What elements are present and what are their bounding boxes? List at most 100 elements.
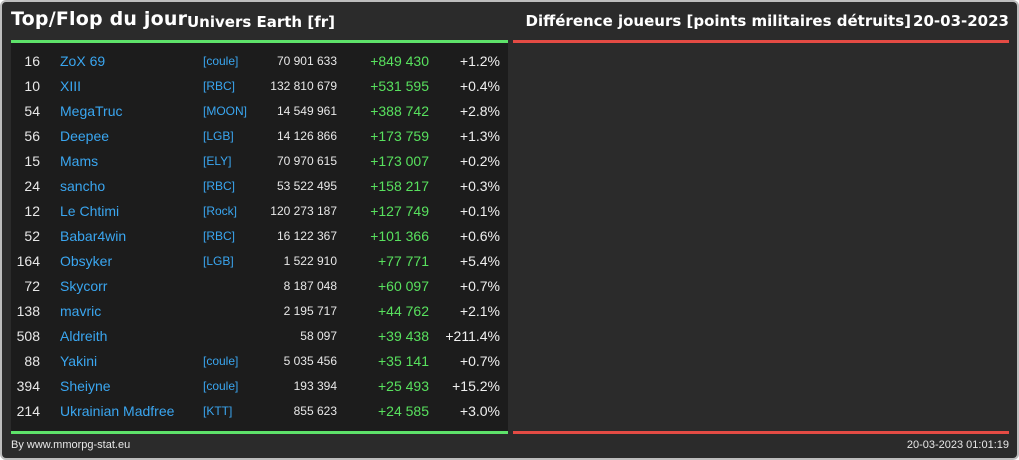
- player-rank: 10: [24, 78, 40, 94]
- player-name-link[interactable]: ZoX 69: [60, 53, 106, 69]
- percent-change: +1.2%: [459, 53, 500, 69]
- player-name-link[interactable]: Mams: [60, 153, 99, 169]
- player-name-link[interactable]: mavric: [60, 303, 102, 319]
- table-row: 24 sancho [RBC] 53 522 495 +158 217 +0.3%: [11, 174, 508, 199]
- player-points: 193 394: [293, 379, 337, 393]
- points-difference: +39 438: [378, 328, 429, 344]
- player-name-link[interactable]: Deepee: [60, 128, 110, 144]
- percent-change: +15.2%: [452, 378, 500, 394]
- percent-change: +0.1%: [459, 203, 500, 219]
- player-points: 120 273 187: [270, 204, 337, 218]
- table-row: 16 ZoX 69 [coule] 70 901 633 +849 430 +1.2%: [11, 49, 508, 74]
- player-name-link[interactable]: Sheiyne: [60, 378, 111, 394]
- player-rank: 12: [24, 203, 40, 219]
- player-points: 1 522 910: [283, 254, 337, 268]
- player-points: 8 187 048: [283, 279, 337, 293]
- points-difference: +101 366: [370, 228, 429, 244]
- table-row: 508 Aldreith 58 097 +39 438 +211.4%: [11, 324, 508, 349]
- points-difference: +25 493: [378, 378, 429, 394]
- alliance-tag-link[interactable]: [LGB]: [203, 129, 234, 143]
- player-points: 70 970 615: [276, 154, 337, 168]
- points-difference: +388 742: [370, 103, 429, 119]
- percent-change: +3.0%: [459, 403, 500, 419]
- flop-players-panel: [513, 43, 1009, 431]
- table-row: 72 Skycorr 8 187 048 +60 097 +0.7%: [11, 274, 508, 299]
- table-row: 52 Babar4win [RBC] 16 122 367 +101 366 +0.6%: [11, 224, 508, 249]
- table-row: 12 Le Chtimi [Rock] 120 273 187 +127 749 +0.1…: [11, 199, 508, 224]
- player-points: 58 097: [300, 329, 337, 343]
- table-row: 164 Obsyker [LGB] 1 522 910 +77 771 +5.4%: [11, 249, 508, 274]
- table-row: 214 Ukrainian Madfree [KTT] 855 623 +24 585 +…: [11, 399, 508, 424]
- player-name-link[interactable]: Obsyker: [60, 253, 113, 269]
- player-points: 14 126 866: [276, 129, 337, 143]
- universe-label: Univers Earth [fr]: [187, 13, 335, 31]
- player-name-link[interactable]: Babar4win: [60, 228, 127, 244]
- percent-change: +0.6%: [459, 228, 500, 244]
- alliance-tag-link[interactable]: [coule]: [203, 354, 239, 368]
- table-row: 138 mavric 2 195 717 +44 762 +2.1%: [11, 299, 508, 324]
- top-panel-bottom-bar: [11, 431, 508, 434]
- player-rank: 52: [24, 228, 40, 244]
- top-players-panel: 16 ZoX 69 [coule] 70 901 633 +849 430 +1.2% 10…: [11, 43, 508, 431]
- player-points: 16 122 367: [276, 229, 337, 243]
- generated-timestamp: 20-03-2023 01:01:19: [906, 439, 1009, 451]
- percent-change: +1.3%: [459, 128, 500, 144]
- percent-change: +0.7%: [459, 278, 500, 294]
- player-points: 14 549 961: [276, 104, 337, 118]
- top-panel-accent-bar: [11, 40, 508, 43]
- points-difference: +60 097: [378, 278, 429, 294]
- alliance-tag-link[interactable]: [RBC]: [203, 229, 236, 243]
- player-rank: 24: [24, 178, 40, 194]
- player-name-link[interactable]: Yakini: [60, 353, 98, 369]
- player-rank: 214: [16, 403, 40, 419]
- percent-change: +0.7%: [459, 353, 500, 369]
- percent-change: +2.1%: [459, 303, 500, 319]
- flop-panel-accent-bar: [513, 40, 1009, 43]
- player-name-link[interactable]: Ukrainian Madfree: [60, 403, 175, 419]
- player-points: 2 195 717: [283, 304, 337, 318]
- header: Top/Flop du jour Univers Earth [fr] Diff…: [2, 2, 1017, 40]
- player-name-link[interactable]: sancho: [60, 178, 106, 194]
- alliance-tag-link[interactable]: [RBC]: [203, 179, 236, 193]
- alliance-tag-link[interactable]: [ELY]: [203, 154, 232, 168]
- percent-change: +211.4%: [445, 328, 500, 344]
- player-rank: 164: [16, 253, 40, 269]
- player-rank: 16: [24, 53, 40, 69]
- alliance-tag-link[interactable]: [MOON]: [203, 104, 247, 118]
- flop-panel-bottom-bar: [513, 431, 1009, 434]
- table-row: 88 Yakini [coule] 5 035 456 +35 141 +0.7%: [11, 349, 508, 374]
- alliance-tag-link[interactable]: [coule]: [203, 54, 239, 68]
- player-rank: 72: [24, 278, 40, 294]
- player-rank: 88: [24, 353, 40, 369]
- player-points: 70 901 633: [276, 54, 337, 68]
- player-points: 855 623: [293, 404, 337, 418]
- alliance-tag-link[interactable]: [coule]: [203, 379, 239, 393]
- percent-change: +0.2%: [459, 153, 500, 169]
- site-credit: By www.mmorpg-stat.eu: [11, 439, 131, 451]
- player-name-link[interactable]: XIII: [60, 78, 82, 94]
- table-row: 10 XIII [RBC] 132 810 679 +531 595 +0.4%: [11, 74, 508, 99]
- points-difference: +173 007: [370, 153, 429, 169]
- player-rank: 508: [16, 328, 40, 344]
- page-title: Top/Flop du jour: [11, 8, 188, 30]
- player-name-link[interactable]: MegaTruc: [60, 103, 123, 119]
- points-difference: +44 762: [378, 303, 429, 319]
- player-name-link[interactable]: Le Chtimi: [60, 203, 120, 219]
- points-difference: +158 217: [370, 178, 429, 194]
- points-difference: +849 430: [370, 53, 429, 69]
- percent-change: +0.4%: [459, 78, 500, 94]
- percent-change: +0.3%: [459, 178, 500, 194]
- alliance-tag-link[interactable]: [LGB]: [203, 254, 234, 268]
- player-name-link[interactable]: Aldreith: [60, 328, 108, 344]
- alliance-tag-link[interactable]: [Rock]: [203, 204, 238, 218]
- percent-change: +2.8%: [459, 103, 500, 119]
- alliance-tag-link[interactable]: [RBC]: [203, 79, 236, 93]
- points-difference: +77 771: [378, 253, 429, 269]
- alliance-tag-link[interactable]: [KTT]: [203, 404, 233, 418]
- player-name-link[interactable]: Skycorr: [60, 278, 108, 294]
- table-row: 394 Sheiyne [coule] 193 394 +25 493 +15.2%: [11, 374, 508, 399]
- player-points: 53 522 495: [276, 179, 337, 193]
- table-row: 56 Deepee [LGB] 14 126 866 +173 759 +1.3%: [11, 124, 508, 149]
- points-difference: +35 141: [378, 353, 429, 369]
